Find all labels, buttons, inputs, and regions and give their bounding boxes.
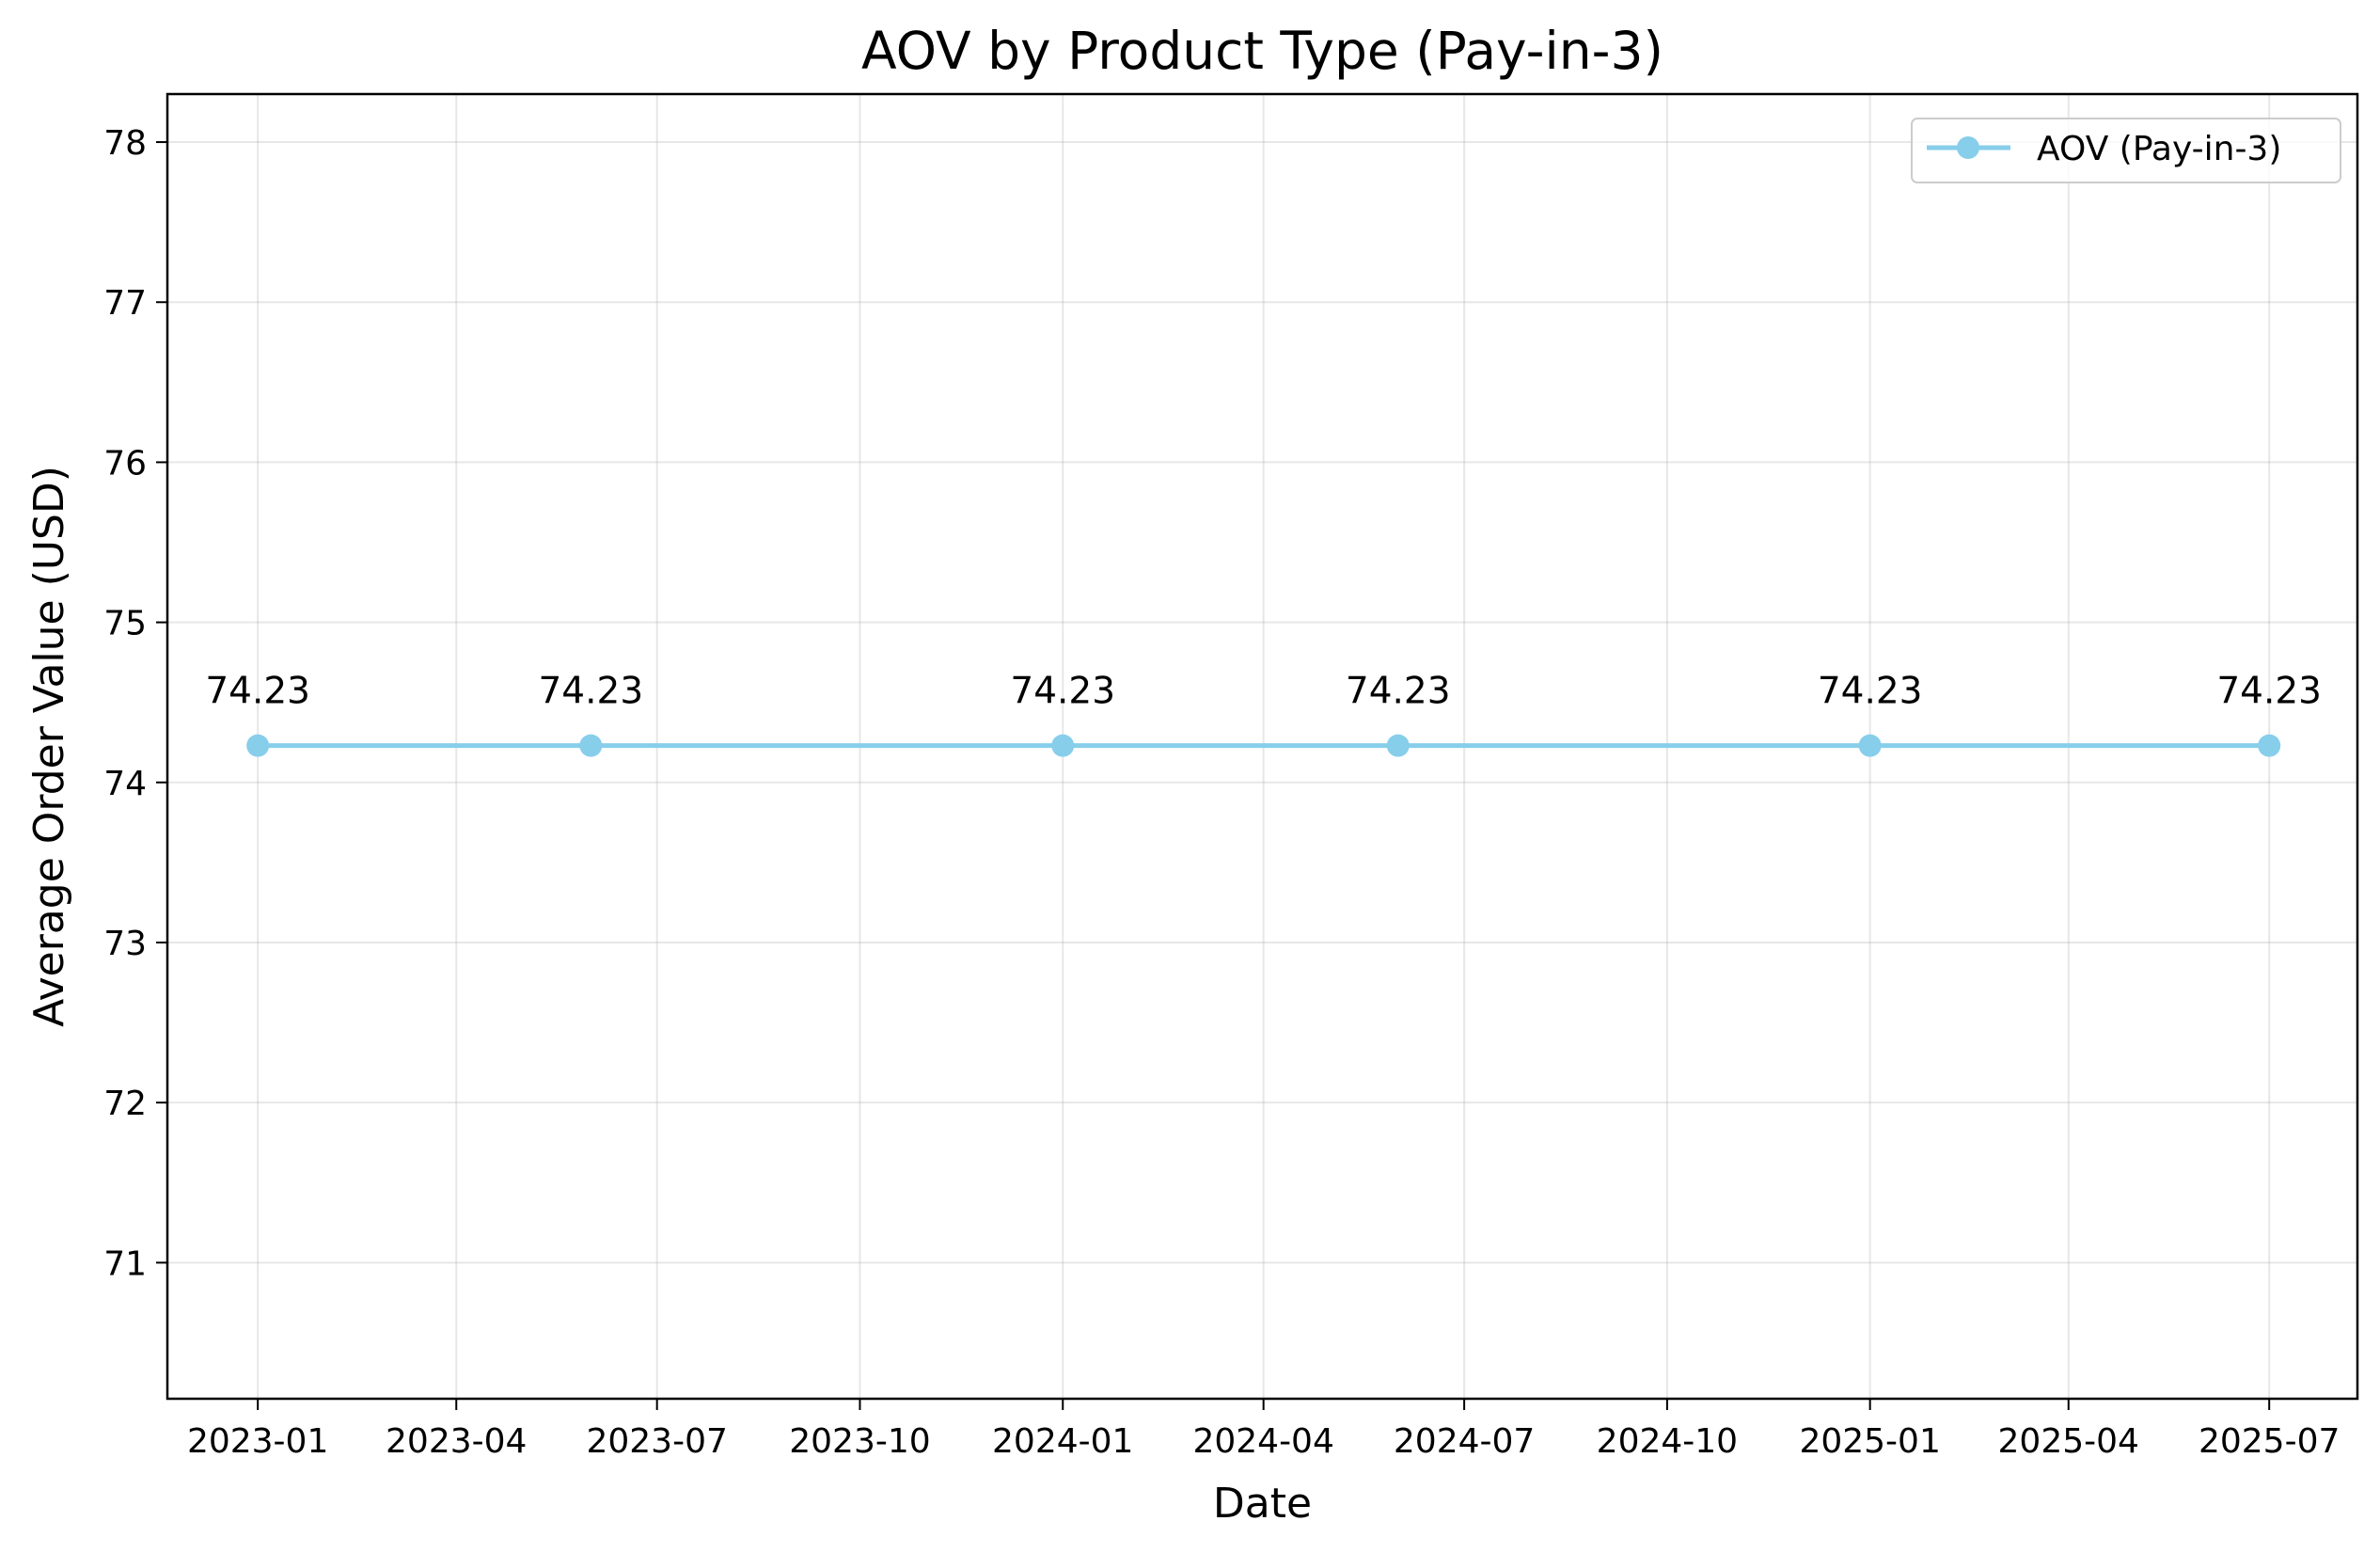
x-tick-label: 2023-07 [586,1422,727,1461]
y-tick-label: 73 [103,925,147,963]
y-tick-label: 74 [103,765,147,803]
data-label: 74.23 [1818,671,1923,713]
legend: AOV (Pay-in-3) [1911,118,2341,183]
data-label: 74.23 [205,671,310,713]
data-point [1051,734,1075,757]
data-label: 74.23 [1010,671,1115,713]
y-tick-label: 71 [103,1244,147,1283]
data-label: 74.23 [2216,671,2322,713]
x-axis-label: Date [1213,1480,1312,1528]
y-axis-ticks: 71 72 73 74 75 76 77 78 [103,124,167,1283]
series-layer: 74.23 74.23 74.23 74.23 74.23 74.23 [205,671,2322,757]
y-tick-label: 78 [103,124,147,163]
x-tick-label: 2024-04 [1192,1422,1333,1461]
data-point [1386,734,1410,757]
legend-box [1911,118,2341,183]
grid [167,94,2357,1399]
legend-series-marker [1957,136,1979,159]
y-axis-label: Average Order Value (USD) [25,466,73,1027]
y-tick-label: 77 [103,284,147,323]
data-point [2258,734,2281,757]
legend-series-label: AOV (Pay-in-3) [2037,130,2281,168]
data-point [1858,734,1882,757]
x-tick-label: 2024-01 [992,1422,1133,1461]
data-label: 74.23 [538,671,643,713]
x-tick-label: 2023-01 [187,1422,328,1461]
x-axis-ticks: 2023-01 2023-04 2023-07 2023-10 2024-01 2024-… [187,1399,2340,1461]
data-point [579,734,603,757]
x-tick-label: 2024-10 [1597,1422,1738,1461]
x-tick-label: 2025-07 [2199,1422,2340,1461]
chart-title: AOV by Product Type (Pay-in-3) [861,21,1663,81]
data-point [246,734,270,757]
y-tick-label: 75 [103,605,147,643]
plot-frame [165,92,2359,1401]
x-tick-label: 2023-04 [386,1422,527,1461]
y-tick-label: 72 [103,1085,147,1123]
x-tick-label: 2023-10 [789,1422,930,1461]
x-tick-label: 2024-07 [1394,1422,1535,1461]
data-label: 74.23 [1346,671,1451,713]
x-tick-label: 2025-01 [1799,1422,1940,1461]
y-tick-label: 76 [103,444,147,483]
x-tick-label: 2025-04 [1998,1422,2139,1461]
